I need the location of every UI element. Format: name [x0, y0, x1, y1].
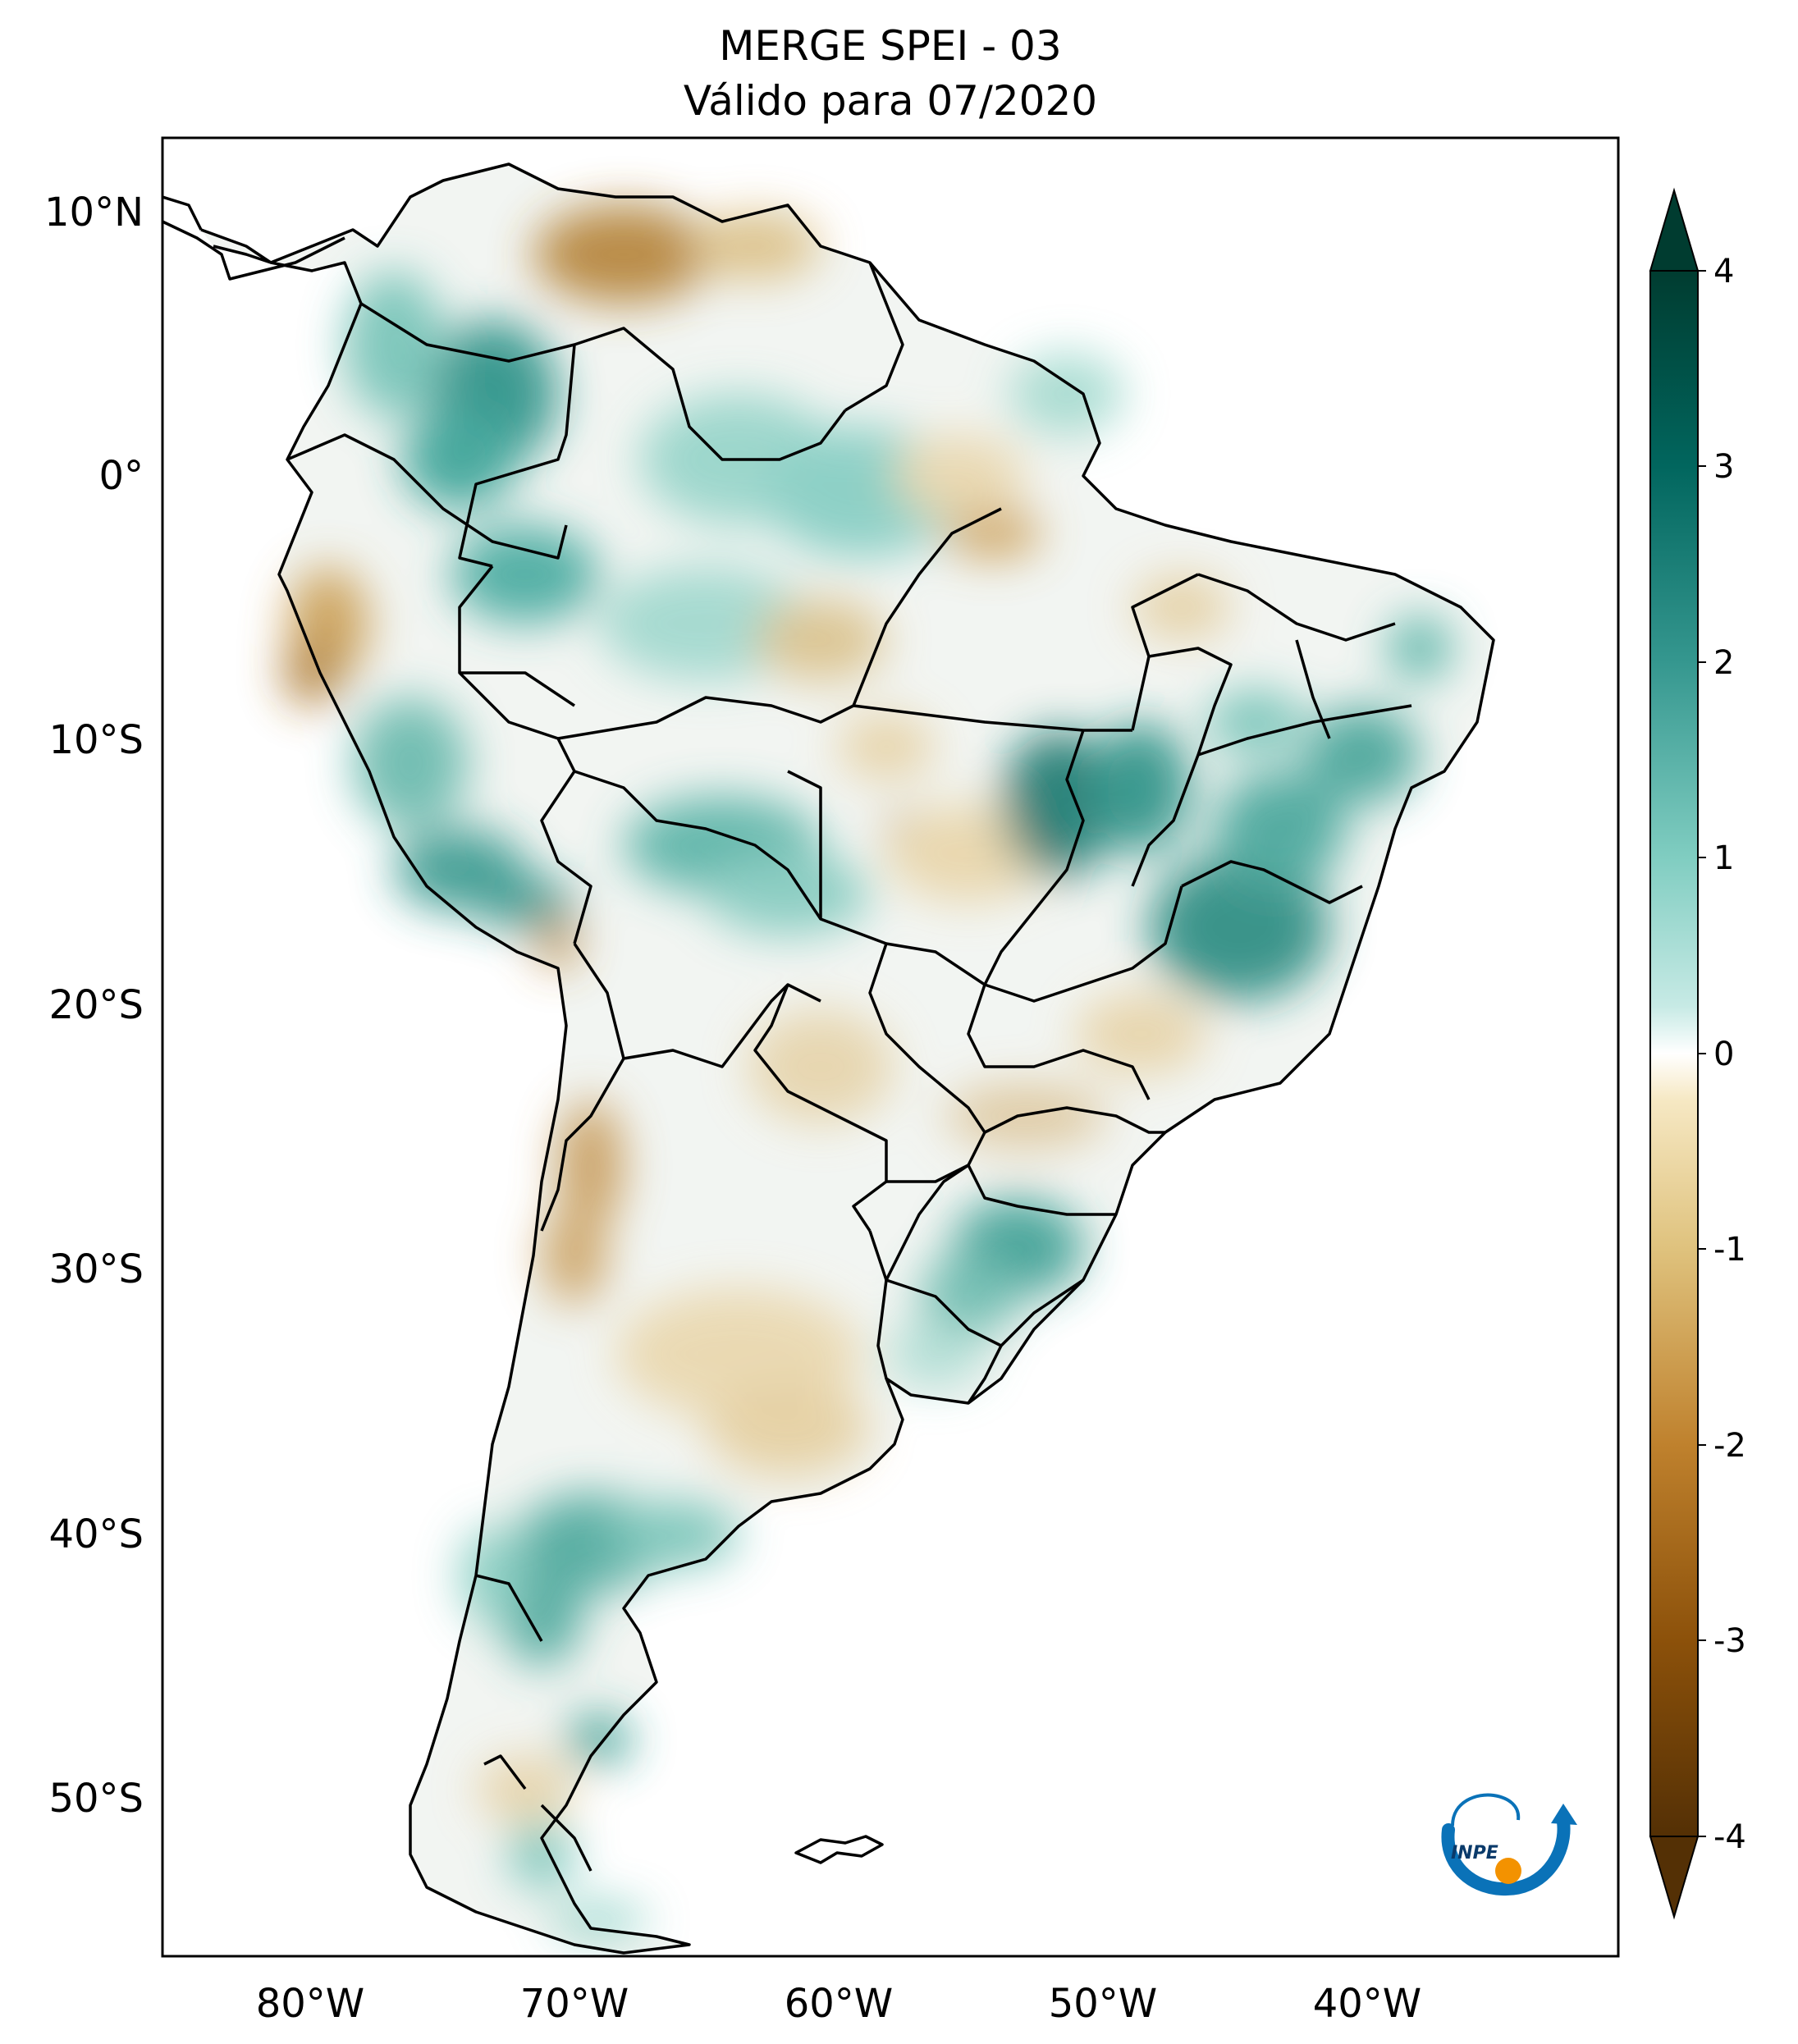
lat-label-20s: 20°S	[48, 982, 144, 1028]
colorbar-min-extend	[1649, 1836, 1700, 1920]
logo-text: INPE	[1451, 1843, 1498, 1863]
colorbar-tick-0: 0	[1713, 1036, 1734, 1073]
lat-label-30s: 30°S	[48, 1246, 144, 1292]
colorbar-tick-neg4: -4	[1713, 1818, 1746, 1856]
colorbar-tick-4: 4	[1713, 253, 1734, 290]
map-frame	[161, 136, 1620, 1958]
lon-label-70w: 70°W	[520, 1981, 629, 2027]
colorbar: 4 3 2 1 0 -1 -2 -3 -4	[1649, 187, 1746, 1920]
lat-label-10n: 10°N	[44, 190, 144, 235]
colorbar-tick-3: 3	[1713, 448, 1734, 486]
inpe-logo: INPE	[1441, 1793, 1577, 1896]
lon-label-40w: 40°W	[1313, 1981, 1422, 2027]
colorbar-tick-neg1: -1	[1713, 1231, 1746, 1269]
colorbar-tick-1: 1	[1713, 839, 1734, 877]
lat-label-0: 0°	[98, 453, 144, 499]
map-subtitle: Válido para 07/2020	[684, 77, 1097, 125]
colorbar-tick-neg2: -2	[1713, 1427, 1746, 1465]
lat-label-50s: 50°S	[48, 1776, 144, 1822]
lon-label-50w: 50°W	[1049, 1981, 1158, 2027]
map-area	[162, 138, 1618, 1956]
lat-label-10s: 10°S	[48, 717, 144, 763]
borders	[162, 162, 1495, 1955]
colorbar-max-extend	[1649, 187, 1700, 272]
lon-label-60w: 60°W	[785, 1981, 894, 2027]
spei-field	[283, 205, 1453, 1937]
map-title: MERGE SPEI - 03	[719, 22, 1061, 70]
colorbar-gradient	[1649, 270, 1699, 1837]
lon-label-80w: 80°W	[256, 1981, 365, 2027]
colorbar-tick-neg3: -3	[1713, 1622, 1746, 1660]
colorbar-tick-2: 2	[1713, 644, 1734, 682]
lat-label-40s: 40°S	[48, 1511, 144, 1557]
